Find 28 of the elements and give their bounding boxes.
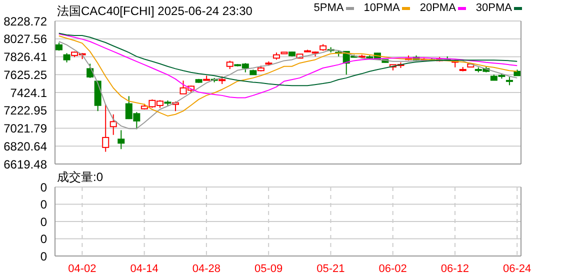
y-tick-label: 7222.95 [4, 104, 48, 118]
y-tick-label: 0 [40, 180, 48, 194]
y-tick-label: 7021.79 [4, 122, 48, 136]
y-tick-label: 8027.56 [4, 32, 48, 46]
x-tick-label: 04-28 [192, 262, 221, 275]
x-tick-label: 05-09 [254, 262, 283, 275]
x-tick-label: 06-24 [503, 262, 532, 275]
legend-label: 5PMA [314, 2, 344, 14]
y-tick-label: 8228.72 [4, 14, 48, 28]
chart-title: 成交量:0 [57, 169, 104, 186]
legend-label: 20PMA [420, 2, 456, 14]
y-tick-label: 6820.64 [4, 139, 48, 154]
y-tick-label: 7826.41 [4, 50, 48, 64]
x-tick-label: 04-02 [68, 262, 96, 275]
y-tick-label: 0 [40, 232, 48, 246]
legend-label: 10PMA [364, 2, 400, 14]
x-tick-label: 04-14 [130, 262, 158, 275]
chart-title: 法国CAC40[FCHI] 2025-06-24 23:30 [57, 3, 252, 20]
y-tick-label: 0 [40, 249, 48, 264]
x-tick-label: 05-21 [316, 262, 345, 275]
y-tick-label: 6619.48 [4, 157, 48, 172]
y-tick-label: 7424.1 [10, 86, 48, 100]
x-tick-label: 06-02 [378, 262, 407, 275]
y-tick-label: 0 [40, 214, 48, 229]
x-tick-label: 06-12 [440, 262, 470, 275]
y-tick-label: 0 [40, 198, 48, 212]
y-tick-label: 7625.25 [4, 68, 48, 82]
legend-label: 30PMA [476, 2, 512, 14]
